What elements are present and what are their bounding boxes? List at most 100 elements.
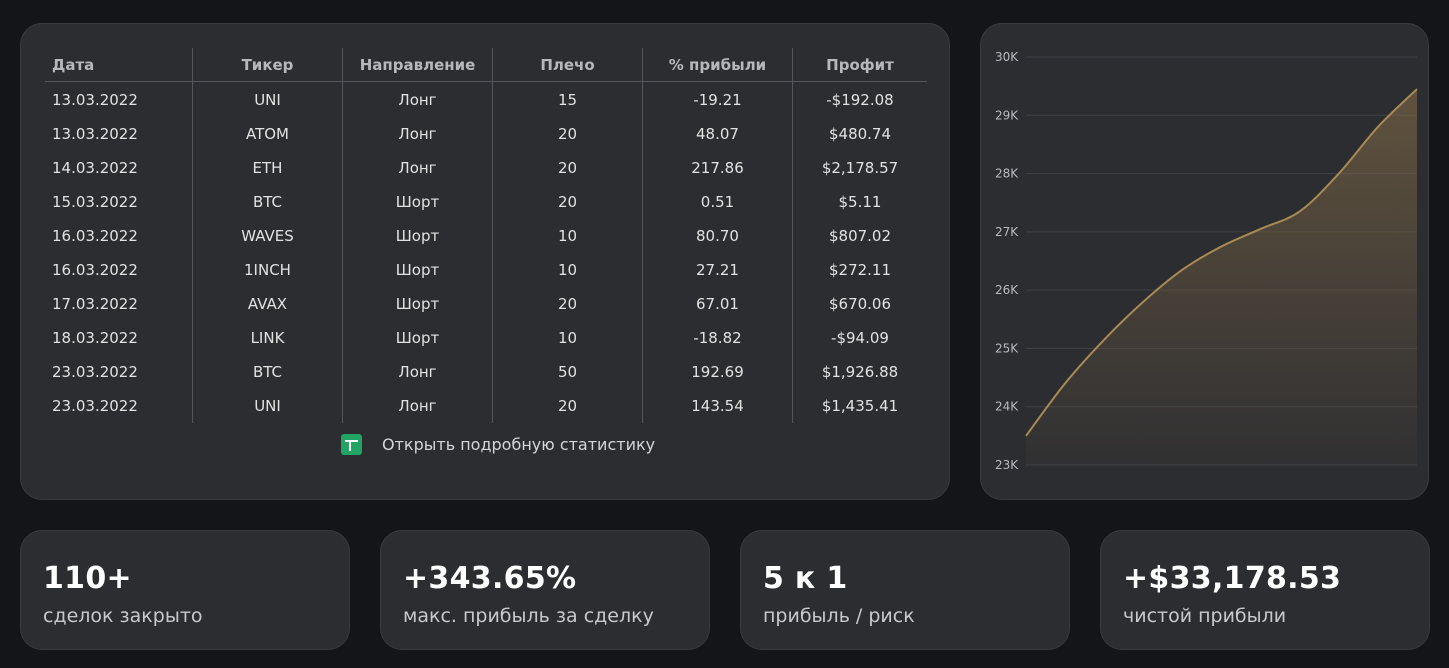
y-tick-label: 26K [995, 283, 1019, 297]
col-header-leverage: Плечо [492, 48, 643, 82]
table-row: 18.03.2022 LINK Шорт 10 -18.82 -$94.09 [45, 321, 927, 355]
cell-ticker: UNI [192, 81, 343, 117]
cell-leverage: 50 [492, 355, 643, 389]
cell-ticker: BTC [192, 355, 343, 389]
equity-area-fill [1026, 89, 1417, 466]
cell-date: 23.03.2022 [45, 389, 193, 423]
table-row: 16.03.2022 WAVES Шорт 10 80.70 $807.02 [45, 219, 927, 253]
col-header-profit: Профит [792, 48, 927, 82]
cell-date: 13.03.2022 [45, 117, 193, 151]
stat-card-net-profit: +$33,178.53 чистой прибыли [1100, 530, 1430, 650]
cell-leverage: 10 [492, 253, 643, 287]
col-header-profit-percent: % прибыли [642, 48, 793, 82]
open-statistics-link[interactable]: Открыть подробную статистику [341, 434, 655, 455]
cell-direction: Шорт [342, 287, 493, 321]
cell-profit: $5.11 [838, 193, 882, 211]
col-header-ticker: Тикер [192, 48, 343, 82]
cell-direction: Лонг [342, 389, 493, 423]
y-tick-label: 30K [995, 50, 1019, 64]
equity-chart: 30K 29K 28K 27K 26K 25K 24K 23K [995, 50, 1418, 472]
stat-value: +343.65% [403, 561, 577, 596]
cell-ticker: ETH [192, 151, 343, 185]
cell-profit: $807.02 [828, 227, 892, 245]
table-row: 17.03.2022 AVAX Шорт 20 67.01 $670.06 [45, 287, 927, 321]
y-tick-label: 24K [995, 400, 1019, 414]
col-header-direction: Направление [342, 48, 493, 82]
cell-profit-percent: 192.69 [642, 355, 793, 389]
cell-direction: Лонг [342, 151, 493, 185]
cell-profit: -$192.08 [826, 91, 894, 109]
y-tick-label: 28K [995, 167, 1019, 181]
cell-profit: $1,435.41 [821, 397, 899, 415]
y-tick-label: 23K [995, 458, 1019, 472]
cell-leverage: 20 [492, 185, 643, 219]
cell-ticker: UNI [192, 389, 343, 423]
cell-date: 23.03.2022 [45, 355, 193, 389]
cell-ticker: 1INCH [192, 253, 343, 287]
table-row: 14.03.2022 ETH Лонг 20 217.86 $2,178.57 [45, 151, 927, 185]
cell-date: 15.03.2022 [45, 185, 193, 219]
stat-value: +$33,178.53 [1123, 561, 1342, 596]
table-row: 23.03.2022 UNI Лонг 20 143.54 $1,435.41 [45, 389, 927, 423]
cell-date: 16.03.2022 [45, 253, 193, 287]
cell-direction: Лонг [342, 355, 493, 389]
equity-line [1025, 88, 1418, 437]
cell-leverage: 15 [492, 81, 643, 117]
cell-date: 14.03.2022 [45, 151, 193, 185]
cell-date: 13.03.2022 [45, 81, 193, 117]
cell-profit-percent: 67.01 [642, 287, 793, 321]
stat-value: 110+ [43, 561, 132, 596]
table-row: 16.03.2022 1INCH Шорт 10 27.21 $272.11 [45, 253, 927, 287]
cell-profit-percent: 143.54 [642, 389, 793, 423]
cell-date: 17.03.2022 [45, 287, 193, 321]
trades-panel: Дата Тикер Направление Плечо % прибыли П… [20, 23, 950, 500]
google-sheets-icon [341, 434, 362, 455]
table-header-row: Дата Тикер Направление Плечо % прибыли П… [45, 48, 927, 82]
cell-profit-percent: -19.21 [642, 81, 793, 117]
cell-profit: $1,926.88 [821, 363, 899, 381]
table-row: 13.03.2022 ATOM Лонг 20 48.07 $480.74 [45, 117, 927, 151]
cell-profit: $2,178.57 [821, 159, 899, 177]
cell-profit-percent: -18.82 [642, 321, 793, 355]
cell-direction: Шорт [342, 321, 493, 355]
cell-direction: Шорт [342, 185, 493, 219]
cell-leverage: 20 [492, 287, 643, 321]
stat-label: сделок закрыто [43, 605, 203, 627]
y-tick-label: 25K [995, 341, 1019, 355]
cell-date: 16.03.2022 [45, 219, 193, 253]
cell-leverage: 20 [492, 151, 643, 185]
table-row: 23.03.2022 BTC Лонг 50 192.69 $1,926.88 [45, 355, 927, 389]
table-row: 13.03.2022 UNI Лонг 15 -19.21 -$192.08 [45, 81, 927, 117]
stat-card-trades-closed: 110+ сделок закрыто [20, 530, 350, 650]
cell-direction: Лонг [342, 117, 493, 151]
cell-profit-percent: 27.21 [642, 253, 793, 287]
cell-direction: Лонг [342, 81, 493, 117]
cell-ticker: LINK [192, 321, 343, 355]
stat-label: макс. прибыль за сделку [403, 605, 654, 627]
cell-direction: Шорт [342, 219, 493, 253]
cell-profit-percent: 80.70 [642, 219, 793, 253]
stat-label: чистой прибыли [1123, 605, 1287, 627]
cell-leverage: 10 [492, 219, 643, 253]
stat-label: прибыль / риск [763, 605, 915, 627]
cell-profit-percent: 48.07 [642, 117, 793, 151]
stat-card-max-profit: +343.65% макс. прибыль за сделку [380, 530, 710, 650]
cell-profit-percent: 0.51 [642, 185, 793, 219]
cell-leverage: 20 [492, 117, 643, 151]
cell-profit: $670.06 [828, 295, 892, 313]
cell-ticker: WAVES [192, 219, 343, 253]
stat-card-risk-reward: 5 к 1 прибыль / риск [740, 530, 1070, 650]
open-statistics-label: Открыть подробную статистику [382, 435, 656, 454]
cell-ticker: ATOM [192, 117, 343, 151]
col-header-date: Дата [45, 48, 193, 82]
cell-ticker: AVAX [192, 287, 343, 321]
table-row: 15.03.2022 BTC Шорт 20 0.51 $5.11 [45, 185, 927, 219]
stat-value: 5 к 1 [763, 561, 848, 596]
trades-table: Дата Тикер Направление Плечо % прибыли П… [45, 48, 927, 423]
cell-profit: -$94.09 [831, 329, 889, 347]
cell-profit: $480.74 [828, 125, 892, 143]
cell-leverage: 20 [492, 389, 643, 423]
y-tick-label: 27K [995, 225, 1019, 239]
cell-profit-percent: 217.86 [642, 151, 793, 185]
cell-date: 18.03.2022 [45, 321, 193, 355]
